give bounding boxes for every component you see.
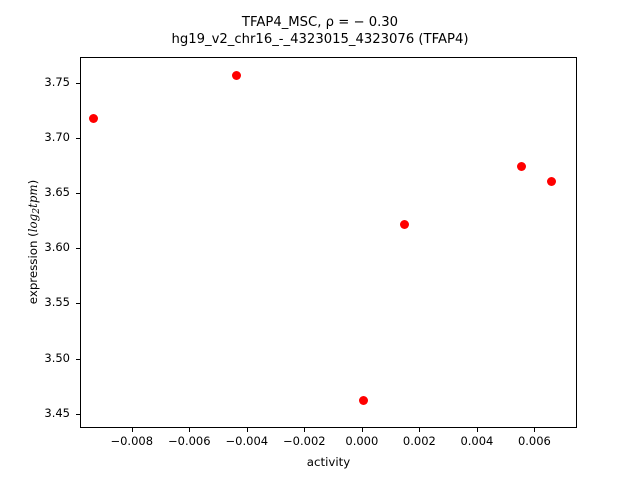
data-point bbox=[516, 161, 526, 171]
y-axis-tick-label: 3.60 bbox=[44, 240, 70, 255]
x-axis-tick-label: 0.000 bbox=[345, 434, 379, 448]
plot-axes-frame bbox=[80, 57, 577, 428]
plot-title: TFAP4_MSC, ρ = − 0.30 hg19_v2_chr16_-_43… bbox=[0, 14, 640, 48]
y-axis-tick-mark bbox=[76, 248, 80, 250]
y-axis-tick-label: 3.45 bbox=[44, 405, 70, 420]
y-axis-tick-mark bbox=[76, 82, 80, 84]
data-point bbox=[547, 176, 557, 186]
y-axis-tick-label: 3.70 bbox=[44, 130, 70, 145]
x-axis-tick-mark bbox=[419, 428, 421, 432]
y-axis-tick-mark bbox=[76, 358, 80, 360]
x-axis-tick-mark bbox=[304, 428, 306, 432]
x-axis-tick-label: −0.004 bbox=[225, 434, 269, 448]
x-axis-tick-label: −0.008 bbox=[110, 434, 154, 448]
x-axis-tick-mark bbox=[534, 428, 536, 432]
y-axis-tick-label: 3.50 bbox=[44, 350, 70, 365]
data-point bbox=[400, 220, 410, 230]
data-point bbox=[231, 70, 241, 80]
data-point bbox=[359, 395, 369, 405]
x-axis-tick-label: −0.002 bbox=[283, 434, 326, 448]
y-axis-tick-label: 3.55 bbox=[44, 295, 70, 310]
y-axis-tick-label: 3.65 bbox=[44, 185, 70, 200]
data-point bbox=[88, 114, 98, 124]
x-axis-tick-label: 0.002 bbox=[402, 434, 436, 448]
x-axis-label: activity bbox=[306, 455, 351, 469]
y-axis-tick-mark bbox=[76, 193, 80, 195]
x-axis-tick-mark bbox=[131, 428, 133, 432]
y-axis-tick-mark bbox=[76, 303, 80, 305]
plot-title-line-1: TFAP4_MSC, ρ = − 0.30 bbox=[241, 15, 399, 30]
x-axis-tick-mark bbox=[476, 428, 478, 432]
x-axis-tick-label: 0.006 bbox=[517, 434, 551, 448]
x-axis-tick-label: −0.006 bbox=[168, 434, 211, 448]
plot-data-area bbox=[81, 58, 576, 427]
x-axis-tick-mark bbox=[246, 428, 248, 432]
y-axis-tick-mark bbox=[76, 413, 80, 415]
x-axis-tick-mark bbox=[361, 428, 363, 432]
plot-title-line-2: hg19_v2_chr16_-_4323015_4323076 (TFAP4) bbox=[171, 32, 469, 47]
y-axis-tick-label: 3.75 bbox=[44, 74, 70, 89]
x-axis-tick-mark bbox=[189, 428, 191, 432]
y-axis-tick-mark bbox=[76, 138, 80, 140]
x-axis-tick-label: 0.004 bbox=[460, 434, 494, 448]
